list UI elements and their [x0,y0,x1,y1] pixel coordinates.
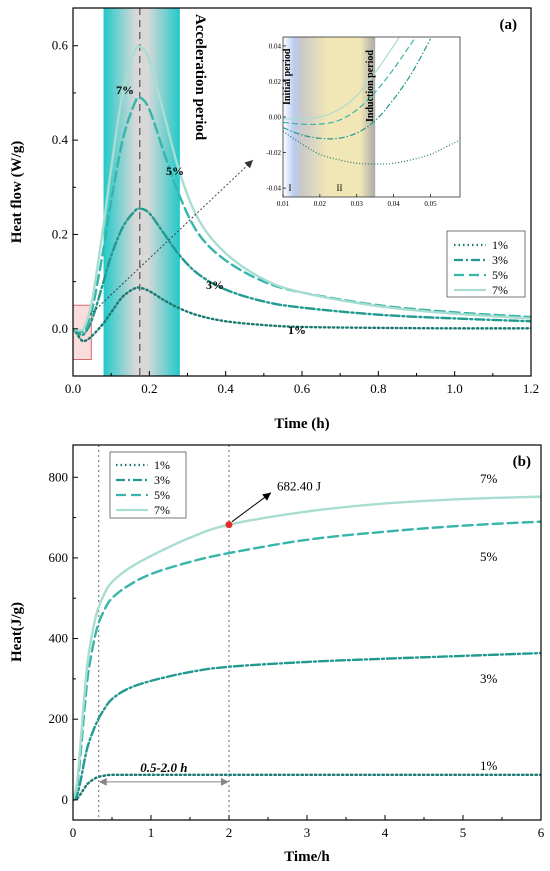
legend-label-b: 3% [154,473,170,487]
curve-label-7: 7% [116,83,134,97]
curve-label-b-3: 3% [480,671,498,686]
y-tick-label-a: 0.6 [52,38,69,53]
inset-series [283,37,417,126]
acceleration-band [103,8,180,376]
y-tick-label-b: 0 [62,792,69,807]
inset-x-tick-label: 0.05 [424,200,437,208]
y-tick-label-b: 600 [49,550,69,565]
x-tick-label-a: 0.4 [218,381,235,396]
y-axis-title-a: Heat flow (W/g) [9,141,25,243]
curve-label-b-1: 1% [480,758,498,773]
inset-induction-label: Induction period [365,50,376,122]
inset-region-initial [283,37,302,197]
x-tick-label-b: 1 [148,825,155,840]
inset-region-induction [301,37,376,197]
zoom-arrow [89,159,254,315]
x-tick-label-b: 6 [538,825,545,840]
acceleration-period-label: Acceleration period [192,14,208,141]
x-axis-a: 0.0 0.2 0.4 0.6 0.8 1.0 1.2 [65,371,539,396]
curve-label-5: 5% [166,164,184,178]
inset-y-tick-label: 0.04 [269,42,282,50]
inset-x-tick-label: 0.01 [277,200,290,208]
legend-a: 1%3%5%7% [446,230,526,298]
legend-label-a: 3% [492,253,508,267]
curve-label-1: 1% [288,323,306,337]
inset-series [283,130,460,165]
x-tick-label-b: 5 [460,825,467,840]
zoom-arrow-head [244,160,253,169]
inset-x-tick-label: 0.04 [388,200,401,208]
annotation-arrow-head [262,492,271,501]
y-axis-b: 0 200 400 600 800 [49,469,78,807]
annotation-point [225,521,233,529]
legend-label-b: 7% [154,503,170,517]
inset-series [283,38,432,140]
x-tick-label-a: 0.6 [294,381,311,396]
inset-series [283,37,400,120]
series-b-3pct [73,651,541,802]
series-b-7pct [73,495,541,802]
x-tick-label-a: 0.8 [370,381,386,396]
legend-label-a: 5% [492,268,508,282]
curve-label-3: 3% [206,278,224,292]
series-a-7pct [73,44,531,332]
inset-x-tick-label: 0.03 [351,200,364,208]
x-tick-label-b: 0 [70,825,77,840]
y-tick-label-b: 800 [49,469,69,484]
legend-label-b: 1% [154,458,170,472]
inset-y-tick-label: -0.02 [266,149,281,157]
y-tick-label-b: 200 [49,711,69,726]
x-tick-label-b: 4 [382,825,389,840]
panel-label-a: (a) [500,17,518,33]
cumulative-heat-curves [73,495,541,802]
legend-b: 1%3%5%7% [109,451,187,519]
x-axis-title-a: Time (h) [274,416,329,432]
inset-initial-label: Initial period [282,48,293,105]
curve-label-b-7: 7% [480,471,498,486]
x-axis-b: 0 1 2 3 4 5 6 [70,815,545,840]
annotation-label: 682.40 J [277,479,321,494]
panel-label-b: (b) [513,454,531,470]
y-axis-title-b: Heat(J/g) [9,602,25,662]
inset-y-tick-label: 0.00 [269,114,282,122]
inset-x-tick-label: 0.02 [314,200,327,208]
x-tick-label-b: 3 [304,825,311,840]
inset-numeral-2: II [336,183,342,193]
y-tick-label-a: 0.2 [52,226,68,241]
x-tick-label-a: 0.0 [65,381,81,396]
series-a-3pct [73,207,531,337]
range-label: 0.5-2.0 h [140,760,187,775]
x-axis-title-b: Time/h [284,849,330,865]
panel-b: 0.5-2.0 h 682.40 J 7% 5% 3% 1% 0 1 2 3 4 5 6 0… [9,444,545,865]
heat-flow-curves [73,44,531,343]
x-tick-label-b: 2 [226,825,233,840]
inset-chart: Initial period Induction period I II 0.0… [266,36,461,208]
series-b-1pct [73,773,541,802]
annotation-arrow [231,492,272,523]
y-tick-label-b: 400 [49,631,69,646]
inset-y-tick-label: -0.04 [266,185,281,193]
legend-label-a: 7% [492,283,508,297]
range-arrow-left-head [98,777,107,786]
y-axis-a: 0.0 0.2 0.4 0.6 [52,38,78,336]
x-tick-label-a: 1.2 [523,381,539,396]
curve-label-b-5: 5% [480,549,498,564]
inset-y-tick-label: 0.02 [269,78,282,86]
y-tick-label-a: 0.4 [52,132,69,147]
legend-label-b: 5% [154,488,170,502]
series-a-1pct [73,286,531,343]
legend-label-a: 1% [492,238,508,252]
series-b-5pct [73,520,541,802]
y-tick-label-a: 0.0 [52,321,68,336]
range-arrow-right-head [221,777,229,786]
x-tick-label-a: 0.2 [141,381,157,396]
panel-a: Acceleration period 7% 5% 3% 1% 0.0 0.2 0.… [9,7,539,432]
x-tick-label-a: 1.0 [447,381,463,396]
inset-numeral-1: I [289,183,292,193]
